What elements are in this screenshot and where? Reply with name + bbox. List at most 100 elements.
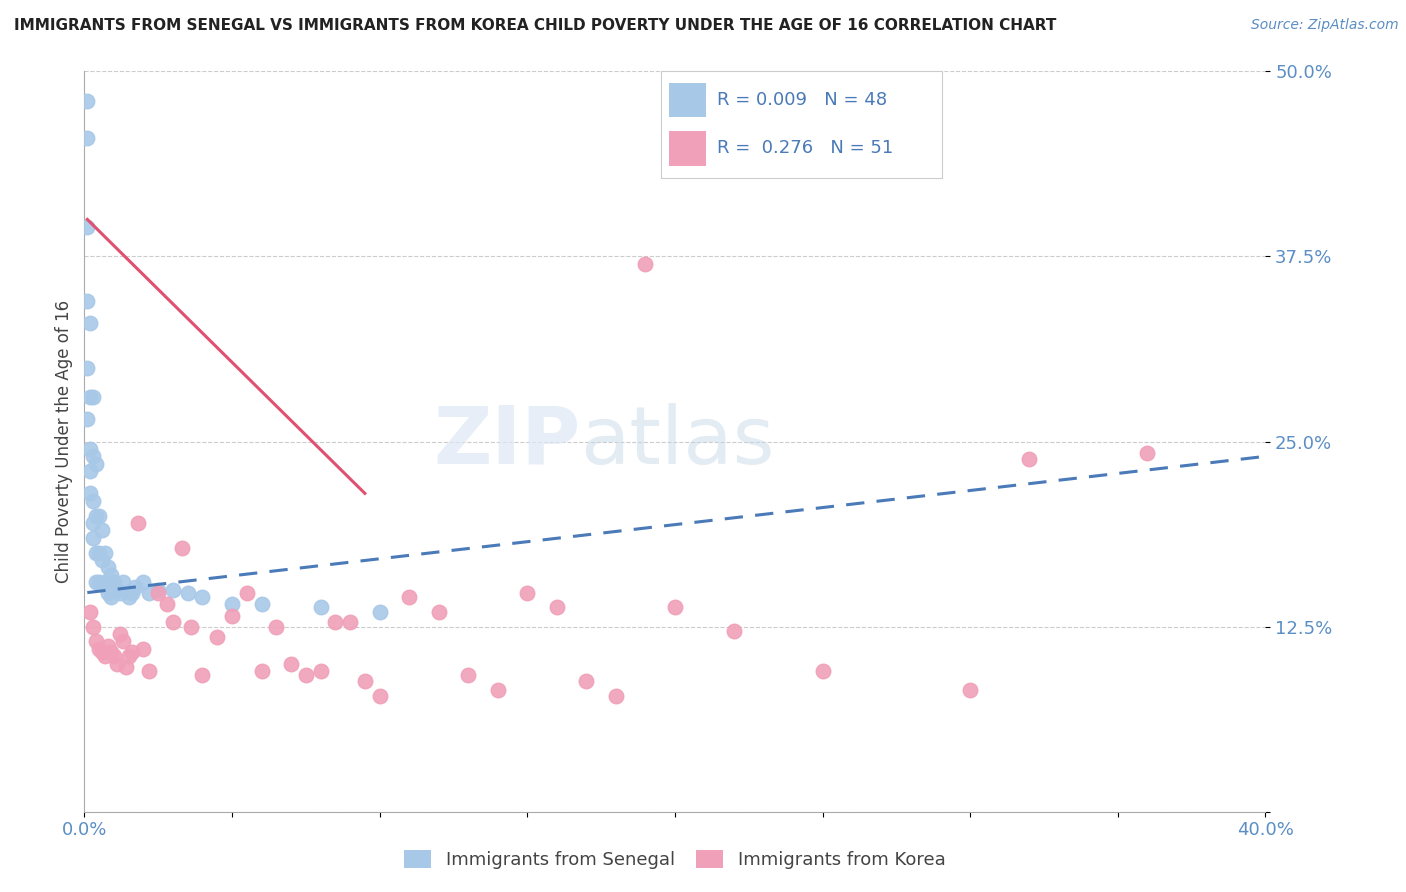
Point (221, 598, 243, 612)
Y-axis label: Child Poverty Under the Age of 16: Child Poverty Under the Age of 16 (55, 300, 73, 583)
Point (575, 674, 598, 689)
Point (87, 575, 111, 590)
Point (516, 585, 538, 599)
Point (132, 575, 155, 590)
Point (339, 615, 361, 630)
Point (94, 546, 117, 560)
Point (207, 630, 229, 644)
Point (959, 683, 981, 698)
Point (221, 609, 243, 624)
Point (76, 219, 98, 234)
Point (94, 649, 117, 664)
Point (250, 664, 273, 678)
Point (82, 450, 104, 464)
Point (250, 598, 273, 612)
Point (94, 575, 117, 590)
Point (76, 293, 98, 308)
Point (111, 575, 134, 590)
Point (79, 442, 101, 456)
Text: Source: ZipAtlas.com: Source: ZipAtlas.com (1251, 18, 1399, 32)
Bar (669, 83, 706, 118)
Point (486, 683, 509, 698)
Point (118, 590, 141, 604)
Point (605, 690, 627, 704)
Point (103, 575, 125, 590)
Point (76, 412, 98, 426)
Point (84, 634, 107, 648)
Point (82, 390, 104, 404)
Text: IMMIGRANTS FROM SENEGAL VS IMMIGRANTS FROM KOREA CHILD POVERTY UNDER THE AGE OF : IMMIGRANTS FROM SENEGAL VS IMMIGRANTS FR… (14, 18, 1056, 33)
Point (1018, 452, 1040, 467)
Point (138, 664, 160, 678)
Point (97, 585, 120, 599)
Point (1136, 446, 1159, 460)
Point (82, 516, 104, 530)
Point (82, 531, 104, 545)
Point (236, 585, 259, 599)
Point (427, 605, 450, 619)
Point (76, 360, 98, 375)
Point (132, 641, 155, 656)
Point (354, 674, 377, 689)
Point (108, 585, 131, 599)
Point (91, 645, 114, 659)
Point (79, 464, 101, 478)
Point (546, 600, 568, 615)
Point (79, 486, 101, 500)
Point (100, 567, 122, 582)
Text: ZIP: ZIP (433, 402, 581, 481)
Point (108, 627, 131, 641)
Point (191, 668, 214, 682)
Point (84, 508, 107, 523)
Point (121, 645, 143, 659)
Point (82, 619, 104, 633)
Point (79, 605, 101, 619)
Text: atlas: atlas (581, 402, 775, 481)
Point (84, 575, 107, 590)
Point (100, 590, 122, 604)
Point (457, 668, 479, 682)
Point (84, 546, 107, 560)
Point (325, 615, 347, 630)
Point (127, 516, 149, 530)
Point (634, 257, 657, 271)
Point (723, 624, 745, 638)
Point (118, 649, 141, 664)
Point (309, 600, 332, 615)
Point (368, 690, 391, 704)
Point (79, 390, 101, 404)
Point (295, 668, 318, 682)
Point (177, 585, 200, 599)
Point (105, 657, 128, 671)
Point (121, 585, 143, 599)
Point (148, 582, 170, 597)
Point (266, 619, 288, 633)
Point (162, 582, 184, 597)
Point (111, 634, 134, 648)
Point (114, 659, 136, 673)
Point (87, 641, 111, 656)
Point (87, 508, 111, 523)
Legend: Immigrants from Senegal, Immigrants from Korea: Immigrants from Senegal, Immigrants from… (404, 850, 946, 870)
Point (84, 457, 107, 471)
Point (170, 541, 193, 556)
Point (91, 553, 114, 567)
Point (103, 649, 125, 664)
Point (105, 582, 128, 597)
Point (124, 580, 146, 594)
Point (191, 590, 214, 604)
Point (82, 493, 104, 508)
Point (148, 585, 170, 599)
Point (76, 131, 98, 145)
Point (309, 664, 332, 678)
Point (91, 524, 114, 538)
Text: R = 0.009   N = 48: R = 0.009 N = 48 (717, 91, 887, 109)
Point (76, 94, 98, 108)
Point (811, 664, 834, 678)
Point (156, 598, 179, 612)
Point (664, 600, 686, 615)
Point (280, 657, 302, 671)
Point (368, 605, 391, 619)
Point (97, 639, 120, 653)
Bar (669, 131, 706, 166)
